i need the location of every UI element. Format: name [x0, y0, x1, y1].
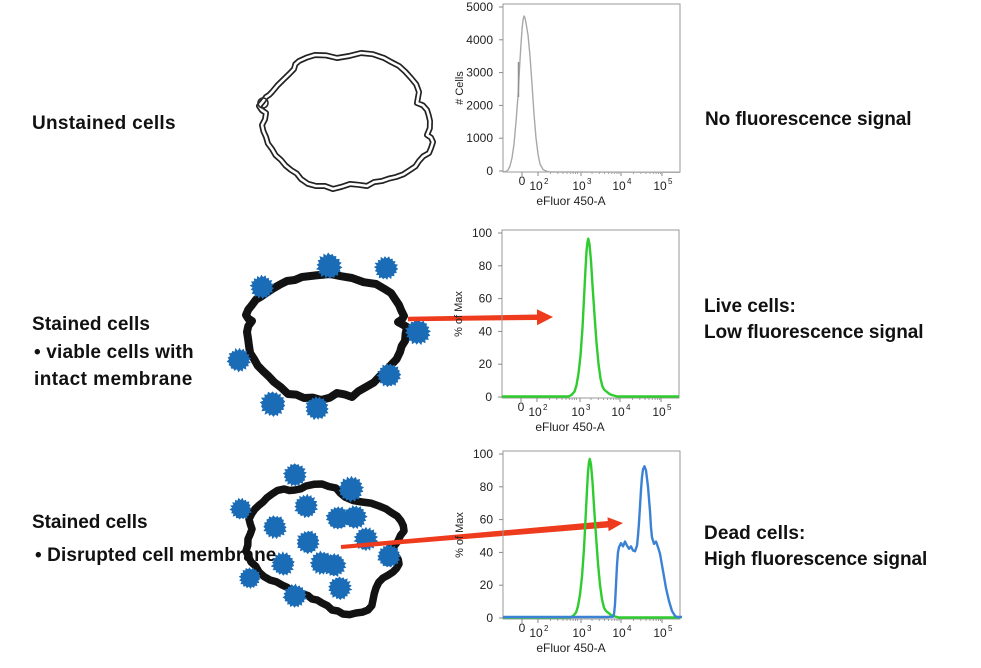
svg-text:10: 10: [528, 405, 542, 419]
svg-text:5: 5: [668, 624, 673, 633]
svg-text:2: 2: [544, 177, 549, 186]
svg-text:eFluor 450-A: eFluor 450-A: [536, 194, 605, 208]
svg-text:10: 10: [572, 179, 586, 193]
svg-text:0: 0: [486, 164, 493, 178]
svg-text:4: 4: [626, 403, 631, 412]
svg-text:0: 0: [486, 611, 493, 625]
svg-text:0: 0: [485, 390, 492, 404]
svg-text:2000: 2000: [466, 98, 493, 112]
svg-text:eFluor 450-A: eFluor 450-A: [536, 641, 605, 655]
svg-text:eFluor 450-A: eFluor 450-A: [535, 420, 604, 434]
svg-text:10: 10: [572, 626, 586, 640]
svg-text:4: 4: [627, 177, 632, 186]
svg-text:10: 10: [611, 405, 625, 419]
svg-text:3: 3: [587, 177, 592, 186]
svg-text:2: 2: [544, 624, 549, 633]
svg-text:0: 0: [519, 174, 526, 188]
svg-text:4: 4: [627, 624, 632, 633]
svg-text:10: 10: [571, 405, 585, 419]
svg-text:3: 3: [587, 624, 592, 633]
svg-text:1000: 1000: [466, 131, 493, 145]
svg-text:10: 10: [612, 179, 626, 193]
svg-text:3000: 3000: [466, 66, 493, 80]
svg-text:80: 80: [479, 259, 493, 273]
svg-text:40: 40: [480, 545, 494, 559]
svg-text:20: 20: [480, 578, 494, 592]
svg-text:10: 10: [529, 626, 543, 640]
svg-text:60: 60: [479, 292, 493, 306]
svg-text:100: 100: [472, 226, 492, 240]
svg-text:4000: 4000: [466, 33, 493, 47]
svg-text:100: 100: [473, 447, 493, 461]
svg-text:10: 10: [653, 626, 667, 640]
svg-text:10: 10: [529, 179, 543, 193]
svg-text:80: 80: [480, 480, 494, 494]
svg-text:5: 5: [668, 177, 673, 186]
svg-text:% of Max: % of Max: [453, 291, 465, 337]
svg-text:3: 3: [586, 403, 591, 412]
svg-text:40: 40: [479, 324, 493, 338]
svg-text:# Cells: # Cells: [454, 71, 466, 105]
svg-text:2: 2: [543, 403, 548, 412]
svg-text:0: 0: [518, 400, 525, 414]
svg-text:10: 10: [652, 405, 666, 419]
svg-text:% of Max: % of Max: [454, 512, 466, 558]
svg-text:10: 10: [653, 179, 667, 193]
svg-text:5000: 5000: [466, 0, 493, 14]
svg-text:10: 10: [612, 626, 626, 640]
svg-text:5: 5: [667, 403, 672, 412]
svg-text:60: 60: [480, 513, 494, 527]
svg-text:0: 0: [519, 621, 526, 635]
svg-text:20: 20: [479, 357, 493, 371]
